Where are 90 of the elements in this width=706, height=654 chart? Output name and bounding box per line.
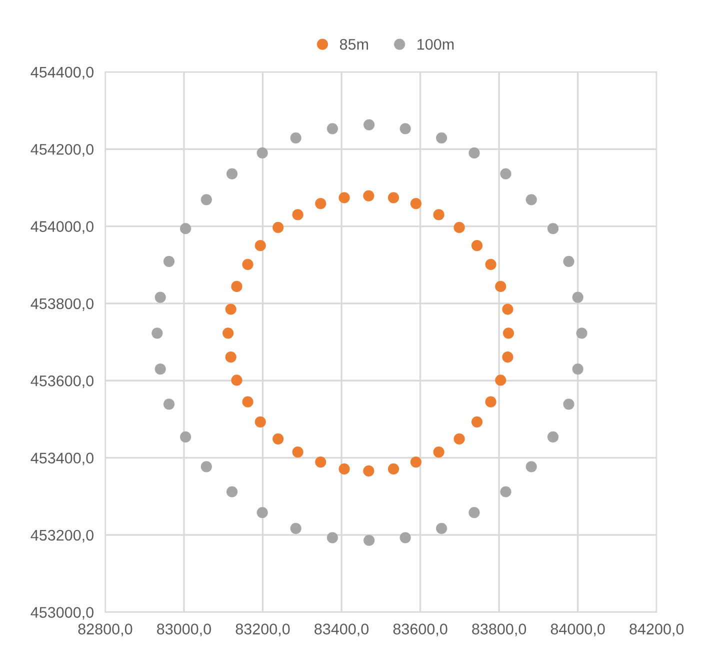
point — [576, 328, 588, 339]
x-tick-label: 83800,0 — [472, 624, 526, 636]
point — [180, 223, 192, 234]
point — [200, 194, 212, 206]
point — [272, 433, 284, 444]
point — [256, 147, 268, 159]
point — [471, 240, 483, 252]
point — [338, 192, 350, 204]
point — [326, 123, 338, 134]
point — [152, 328, 163, 339]
point — [154, 292, 166, 303]
point — [433, 209, 444, 220]
point — [500, 486, 512, 498]
point — [547, 223, 559, 234]
point — [436, 132, 448, 144]
point — [468, 147, 480, 159]
point — [436, 522, 448, 534]
y-tick-label: 453800,0 — [30, 298, 94, 311]
point — [433, 446, 444, 458]
point — [500, 168, 512, 180]
x-tick-label: 83400,0 — [314, 624, 369, 636]
point — [502, 304, 514, 315]
point — [231, 280, 242, 292]
point — [364, 119, 375, 130]
x-tick-label: 82800,0 — [78, 624, 132, 636]
point — [526, 194, 537, 206]
point — [315, 198, 326, 210]
point — [495, 374, 506, 386]
point — [315, 456, 326, 468]
point — [256, 507, 268, 518]
point — [526, 461, 537, 472]
point — [225, 304, 236, 315]
point — [292, 446, 304, 458]
point — [180, 431, 192, 443]
point — [226, 486, 238, 498]
point — [572, 363, 584, 375]
x-tick-label: 83600,0 — [393, 624, 448, 636]
point — [290, 522, 302, 534]
point — [454, 433, 465, 444]
point — [502, 328, 514, 339]
point — [338, 463, 350, 475]
legend-label: 85m — [340, 38, 368, 50]
point — [485, 396, 496, 408]
point — [400, 123, 411, 134]
point — [200, 461, 212, 472]
point — [468, 507, 480, 518]
point — [547, 431, 559, 443]
x-tick-label: 84000,0 — [550, 624, 605, 636]
point — [290, 132, 302, 144]
point — [502, 352, 514, 363]
point — [363, 190, 374, 202]
point — [563, 398, 574, 410]
y-tick-label: 454000,0 — [30, 221, 94, 234]
point — [163, 398, 175, 410]
point — [254, 240, 266, 252]
point — [292, 209, 304, 220]
point — [225, 352, 236, 363]
point — [231, 374, 242, 386]
point — [495, 280, 506, 292]
point — [242, 396, 254, 408]
point — [163, 256, 175, 267]
point — [485, 258, 496, 270]
x-tick-label: 84200,0 — [630, 624, 684, 636]
x-tick-label: 83200,0 — [236, 624, 290, 636]
point — [572, 292, 584, 303]
point — [154, 363, 166, 375]
y-tick-label: 453600,0 — [30, 375, 94, 388]
point — [326, 532, 338, 544]
y-tick-label: 453400,0 — [30, 452, 94, 466]
point — [364, 534, 375, 546]
point — [454, 222, 465, 233]
legend-label: 100m — [418, 38, 454, 50]
point — [222, 328, 234, 339]
point — [226, 168, 238, 180]
x-tick-label: 83000,0 — [157, 624, 211, 636]
point — [410, 456, 422, 468]
point — [563, 256, 574, 267]
point — [400, 532, 411, 544]
point — [254, 416, 266, 428]
point — [410, 198, 422, 210]
point — [272, 222, 284, 233]
point — [388, 192, 400, 204]
point — [242, 258, 254, 270]
point — [363, 465, 374, 476]
y-tick-label: 453000,0 — [30, 607, 94, 620]
y-tick-label: 453200,0 — [30, 530, 94, 542]
point — [471, 416, 483, 428]
y-tick-label: 454400,0 — [30, 66, 94, 80]
point — [388, 463, 400, 475]
y-tick-label: 454200,0 — [30, 144, 94, 157]
